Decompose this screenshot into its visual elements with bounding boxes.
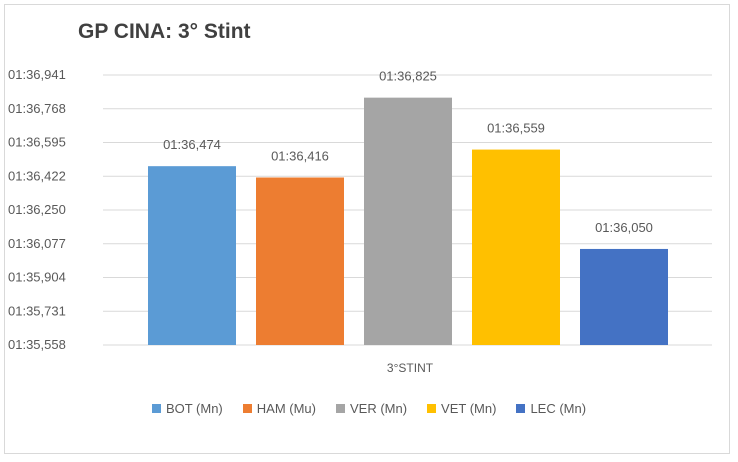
data-labels: 01:36,474 01:36,416 01:36,825 01:36,559 01:3… <box>163 69 653 235</box>
bar-ham <box>256 177 344 345</box>
data-label-vet: 01:36,559 <box>487 121 545 136</box>
category-label: 3°STINT <box>387 361 434 375</box>
bars <box>148 97 668 345</box>
legend-label: BOT (Mn) <box>165 401 223 416</box>
legend-item-ham: HAM (Mu) <box>242 401 316 416</box>
legend-swatch <box>151 404 161 413</box>
y-axis-ticks: 01:35,558 01:35,731 01:35,904 01:36,077 01:3… <box>8 67 66 352</box>
chart-title: GP CINA: 3° Stint <box>78 20 251 43</box>
y-tick-label: 01:36,250 <box>8 202 66 217</box>
bar-ver <box>364 97 452 345</box>
y-tick-label: 01:35,904 <box>8 270 66 285</box>
data-label-lec: 01:36,050 <box>595 220 653 235</box>
y-tick-label: 01:36,422 <box>8 168 66 183</box>
y-tick-label: 01:35,558 <box>8 337 66 352</box>
data-label-ham: 01:36,416 <box>271 148 329 163</box>
y-tick-label: 01:36,077 <box>8 236 66 251</box>
y-tick-label: 01:35,731 <box>8 303 66 318</box>
legend-swatch <box>516 404 526 413</box>
legend-item-lec: LEC (Mn) <box>516 401 586 416</box>
y-tick-label: 01:36,595 <box>8 135 66 150</box>
legend-item-vet: VET (Mn) <box>427 401 496 416</box>
legend-item-bot: BOT (Mn) <box>151 401 223 416</box>
y-tick-label: 01:36,941 <box>8 67 66 82</box>
legend-label: HAM (Mu) <box>256 401 316 416</box>
data-label-ver: 01:36,825 <box>379 69 437 84</box>
legend-label: VET (Mn) <box>441 401 497 416</box>
legend-swatch <box>242 404 252 413</box>
bar-bot <box>148 166 236 345</box>
legend-swatch <box>427 404 437 413</box>
data-label-bot: 01:36,474 <box>163 137 221 152</box>
bar-lec <box>580 248 668 345</box>
y-tick-label: 01:36,768 <box>8 101 66 116</box>
legend: BOT (Mn) HAM (Mu) VER (Mn) VET (Mn) LEC (Mn) <box>0 401 738 416</box>
bar-vet <box>472 149 560 345</box>
legend-swatch <box>335 404 345 413</box>
legend-item-ver: VER (Mn) <box>335 401 408 416</box>
legend-label: LEC (Mn) <box>530 401 587 416</box>
legend-label: VER (Mn) <box>349 401 408 416</box>
